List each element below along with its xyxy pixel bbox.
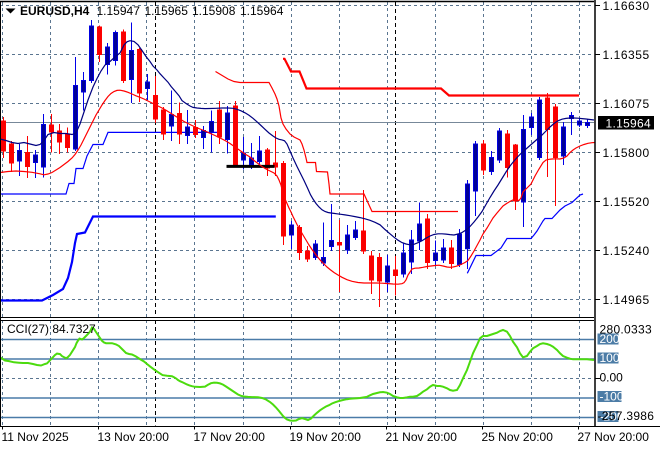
svg-text:280.0333: 280.0333 xyxy=(600,322,652,336)
svg-text:27 Nov 20:00: 27 Nov 20:00 xyxy=(578,430,650,444)
svg-text:1.16630: 1.16630 xyxy=(603,0,650,13)
svg-text:CCI(27) 84.7327: CCI(27) 84.7327 xyxy=(7,322,96,336)
svg-text:11 Nov 2025: 11 Nov 2025 xyxy=(2,430,69,444)
svg-text:21 Nov 20:00: 21 Nov 20:00 xyxy=(386,430,458,444)
svg-text:EURUSD,H4: EURUSD,H4 xyxy=(20,4,90,18)
svg-text:1.16355: 1.16355 xyxy=(603,48,650,62)
svg-text:1.15240: 1.15240 xyxy=(603,244,650,258)
svg-text:1.16075: 1.16075 xyxy=(603,97,650,111)
svg-text:1.15964: 1.15964 xyxy=(606,116,652,130)
svg-text:1.15800: 1.15800 xyxy=(603,146,650,160)
svg-text:-100: -100 xyxy=(600,390,624,404)
svg-text:13 Nov 20:00: 13 Nov 20:00 xyxy=(98,430,170,444)
svg-text:1.15965: 1.15965 xyxy=(145,4,189,18)
svg-text:1.15964: 1.15964 xyxy=(240,4,284,18)
svg-text:19 Nov 20:00: 19 Nov 20:00 xyxy=(290,430,362,444)
svg-text:25 Nov 20:00: 25 Nov 20:00 xyxy=(482,430,554,444)
svg-text:1.14965: 1.14965 xyxy=(603,293,650,307)
svg-text:1.15947: 1.15947 xyxy=(97,4,141,18)
svg-text:17 Nov 20:00: 17 Nov 20:00 xyxy=(194,430,266,444)
svg-text:100: 100 xyxy=(600,351,620,365)
svg-text:200: 200 xyxy=(600,332,620,346)
svg-text:-200: -200 xyxy=(600,410,624,424)
svg-text:-257.3986: -257.3986 xyxy=(598,409,655,423)
svg-text:1.15520: 1.15520 xyxy=(603,195,650,209)
svg-text:0.00: 0.00 xyxy=(600,371,624,385)
svg-text:1.15908: 1.15908 xyxy=(192,4,236,18)
